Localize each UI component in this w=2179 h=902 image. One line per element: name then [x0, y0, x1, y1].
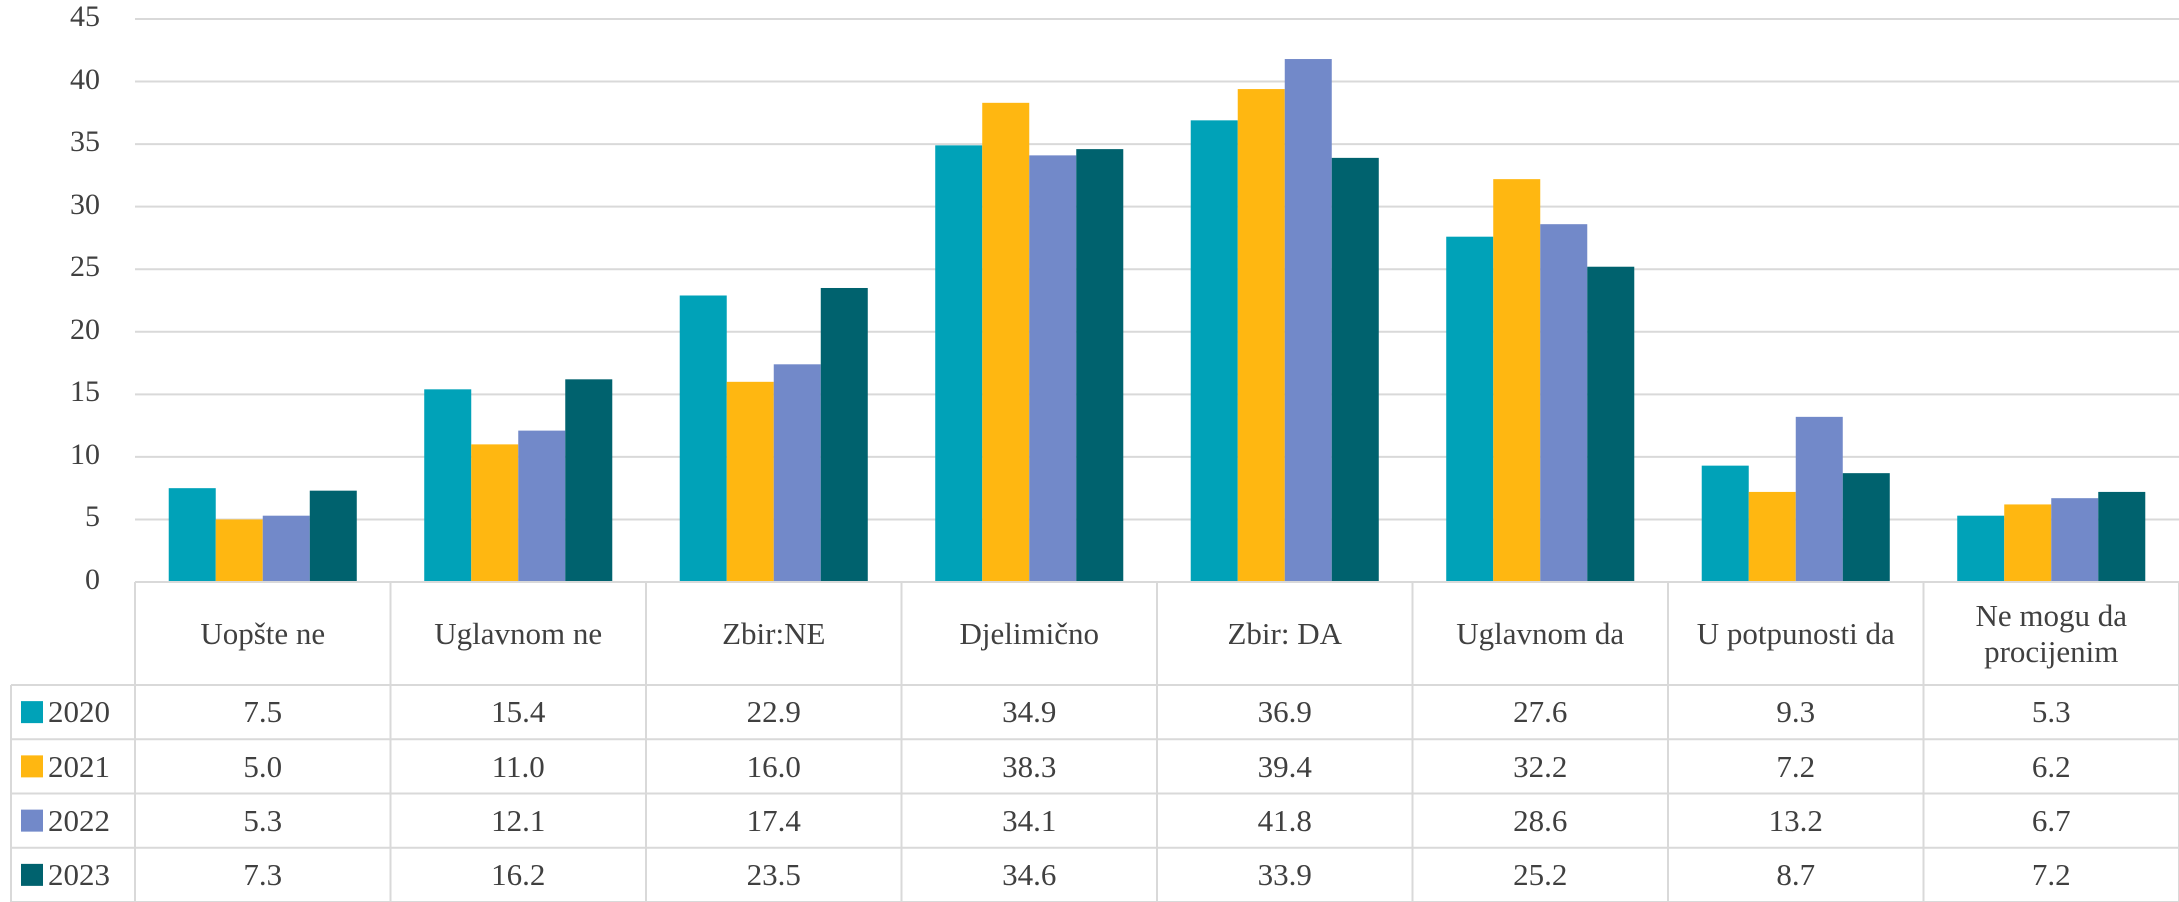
- y-tick-label: 15: [70, 375, 100, 409]
- bar: [1493, 179, 1541, 583]
- y-tick-label: 30: [70, 187, 100, 221]
- bar: [679, 295, 727, 582]
- table-value: 16.2: [491, 857, 546, 893]
- category-label: Uglavnom da: [1456, 615, 1625, 651]
- table-value: 7.5: [243, 694, 283, 730]
- table-value: 39.4: [1257, 748, 1312, 784]
- y-tick-label: 5: [85, 500, 100, 534]
- bar: [935, 145, 983, 582]
- bar: [1842, 473, 1890, 582]
- table-value: 41.8: [1257, 802, 1312, 838]
- bar: [1076, 149, 1124, 583]
- bar: [820, 287, 868, 582]
- legend-swatch: [21, 863, 43, 886]
- table-value: 16.0: [746, 748, 801, 784]
- bar: [168, 488, 216, 582]
- table-value: 28.6: [1513, 802, 1568, 838]
- bar: [262, 515, 310, 582]
- table-value: 33.9: [1257, 857, 1312, 893]
- table-value: 6.2: [2031, 748, 2071, 784]
- table-value: 7.2: [2031, 857, 2071, 893]
- bar: [2004, 504, 2052, 582]
- y-tick-label: 45: [70, 0, 100, 33]
- table-value: 17.4: [746, 802, 801, 838]
- category-label: Uglavnom ne: [434, 615, 603, 651]
- legend-swatch: [21, 809, 43, 832]
- category-label: Djelimično: [959, 615, 1099, 651]
- bar: [1748, 491, 1796, 582]
- category-label: U potpunosti da: [1696, 615, 1895, 651]
- table-value: 8.7: [1776, 857, 1816, 893]
- bar: [215, 519, 263, 582]
- table-value: 22.9: [746, 694, 801, 730]
- bar: [726, 381, 774, 582]
- bar: [1701, 465, 1749, 582]
- bar: [518, 430, 566, 582]
- bar: [1587, 266, 1635, 582]
- category-label: Ne mogu da procijenim: [1975, 597, 2128, 669]
- bar: [1540, 224, 1588, 582]
- table-value: 5.3: [2031, 694, 2071, 730]
- y-tick-label: 40: [70, 62, 100, 96]
- bar: [1284, 59, 1332, 582]
- legend-label: 2021: [48, 748, 110, 784]
- y-tick-label: 10: [70, 437, 100, 471]
- legend-swatch: [21, 755, 43, 778]
- table-value: 7.3: [243, 857, 283, 893]
- table-value: 15.4: [491, 694, 546, 730]
- table-value: 23.5: [746, 857, 801, 893]
- bar: [1331, 157, 1379, 582]
- bar: [982, 102, 1030, 582]
- bar: [1795, 416, 1843, 582]
- table-value: 32.2: [1513, 748, 1568, 784]
- table-value: 12.1: [491, 802, 546, 838]
- legend-swatch: [21, 701, 43, 724]
- bar: [1957, 515, 2005, 582]
- legend-label: 2020: [48, 694, 110, 730]
- table-value: 27.6: [1513, 694, 1568, 730]
- y-tick-label: 35: [70, 125, 100, 159]
- bar: [1237, 89, 1285, 582]
- bar: [1446, 236, 1494, 582]
- table-value: 34.9: [1002, 694, 1057, 730]
- bar: [2051, 498, 2099, 582]
- bar: [471, 444, 519, 582]
- y-tick-label: 20: [70, 312, 100, 346]
- bar: [1190, 120, 1238, 582]
- bar: [424, 389, 472, 582]
- table-value: 36.9: [1257, 694, 1312, 730]
- table-value: 5.3: [243, 802, 283, 838]
- table-value: 34.6: [1002, 857, 1057, 893]
- table-value: 34.1: [1002, 802, 1057, 838]
- table-value: 11.0: [491, 748, 545, 784]
- table-value: 7.2: [1776, 748, 1816, 784]
- table-value: 5.0: [243, 748, 283, 784]
- table-value: 25.2: [1513, 857, 1568, 893]
- table-value: 38.3: [1002, 748, 1057, 784]
- bar: [565, 379, 613, 582]
- category-label: Zbir:NE: [722, 615, 826, 651]
- table-value: 6.7: [2031, 802, 2071, 838]
- table-value: 13.2: [1768, 802, 1823, 838]
- category-label: Uopšte ne: [200, 615, 326, 651]
- table-value: 9.3: [1776, 694, 1816, 730]
- category-label: Zbir: DA: [1227, 615, 1342, 651]
- bar: [773, 364, 821, 582]
- y-tick-label: 25: [70, 250, 100, 284]
- bar: [2098, 491, 2146, 582]
- y-tick-label: 0: [85, 563, 100, 596]
- legend-label: 2022: [48, 802, 110, 838]
- bar: [309, 490, 357, 582]
- legend-label: 2023: [48, 857, 110, 893]
- bar: [1029, 155, 1077, 583]
